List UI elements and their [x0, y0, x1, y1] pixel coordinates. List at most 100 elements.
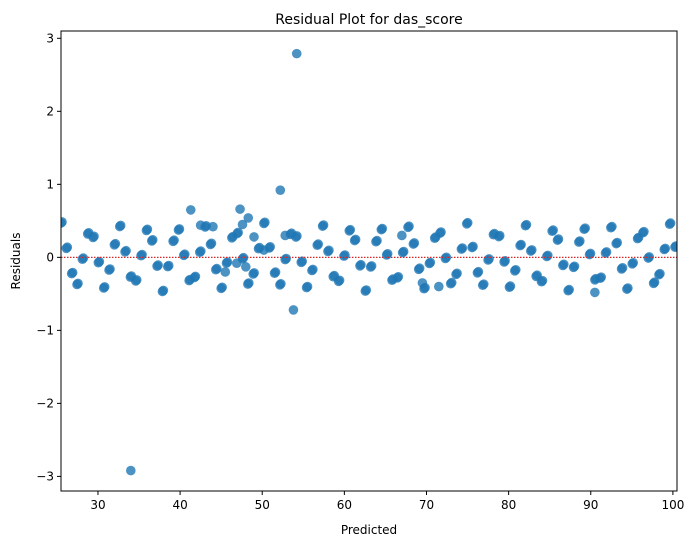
residual-point — [334, 275, 345, 286]
x-tick-label: 40 — [172, 498, 187, 512]
x-tick-label: 30 — [90, 498, 105, 512]
residual-point — [345, 224, 356, 235]
residual-point — [590, 287, 600, 298]
residual-point — [270, 267, 281, 277]
residual-point — [628, 257, 639, 268]
residual-point — [494, 230, 505, 241]
residual-point — [235, 204, 245, 214]
x-tick-label: 50 — [255, 498, 270, 512]
residual-point — [366, 261, 377, 271]
residual-point — [153, 260, 163, 270]
residual-point — [585, 248, 596, 259]
y-tick-label: −1 — [36, 323, 54, 337]
residual-point — [275, 185, 286, 195]
residual-point — [190, 271, 201, 282]
residual-point — [220, 267, 231, 277]
residual-point — [521, 219, 532, 230]
residual-point — [249, 232, 259, 242]
residual-point — [61, 217, 67, 227]
residual-point — [382, 249, 393, 259]
residual-point — [559, 259, 569, 270]
residual-point — [238, 252, 249, 263]
residual-point — [596, 272, 606, 282]
residual-point — [313, 239, 324, 249]
residual-point — [452, 268, 462, 279]
residual-point — [179, 249, 190, 260]
x-tick-label: 90 — [583, 498, 598, 512]
residual-point — [73, 278, 83, 289]
residual-point — [126, 465, 136, 476]
residual-point — [185, 205, 196, 215]
residual-point — [206, 238, 217, 249]
data-points — [61, 48, 677, 476]
x-tick-label: 100 — [661, 498, 684, 512]
residual-point — [212, 263, 222, 274]
residual-point — [425, 257, 436, 268]
residual-point — [169, 235, 179, 246]
residual-point — [281, 253, 292, 264]
residual-point — [195, 220, 206, 231]
residual-point — [417, 278, 428, 288]
residual-point — [434, 281, 444, 292]
residual-point — [115, 220, 126, 231]
chart-title: Residual Plot for das_score — [275, 12, 463, 28]
residual-point — [62, 242, 73, 253]
residual-point — [222, 257, 233, 267]
residual-point — [231, 258, 242, 268]
residual-point — [553, 234, 564, 244]
residual-point — [276, 278, 286, 289]
x-tick-label: 70 — [419, 498, 434, 512]
residual-point — [158, 285, 169, 296]
y-tick-label: 2 — [46, 104, 54, 118]
residual-point — [350, 234, 361, 245]
residual-point — [537, 275, 548, 286]
residual-point — [372, 235, 382, 246]
x-axis-label: Predicted — [341, 523, 397, 537]
residual-point — [244, 278, 254, 288]
residual-point — [617, 263, 628, 273]
residual-point — [318, 220, 329, 230]
residual-point — [526, 245, 537, 255]
residual-point — [414, 263, 425, 274]
residual-point — [67, 267, 78, 278]
residual-point — [655, 268, 665, 279]
y-axis-label: Residuals — [9, 233, 23, 290]
residual-point — [607, 221, 617, 232]
residual-point — [665, 218, 676, 228]
residual-point — [446, 277, 457, 288]
residual-point — [237, 219, 248, 230]
residual-point — [404, 221, 414, 232]
y-tick-label: −3 — [36, 469, 54, 483]
residual-point — [548, 225, 558, 235]
residual-point — [569, 261, 580, 272]
residual-point — [131, 275, 142, 285]
y-tick-label: −2 — [36, 396, 54, 410]
residual-point — [510, 264, 521, 275]
y-tick-label: 0 — [46, 250, 54, 264]
residual-point — [500, 256, 510, 266]
x-tick-label: 80 — [501, 498, 516, 512]
residual-point — [398, 246, 409, 257]
residual-point — [147, 235, 158, 245]
residual-point — [505, 281, 516, 291]
y-tick-label: 3 — [46, 31, 54, 45]
residual-point — [259, 245, 269, 255]
y-tick-label: 1 — [46, 177, 54, 191]
residual-point — [649, 277, 660, 288]
residual-point — [89, 231, 99, 242]
residual-point — [473, 266, 484, 277]
residual-point — [291, 48, 302, 59]
residual-point — [260, 217, 270, 228]
residual-point — [99, 282, 110, 292]
residual-point — [409, 238, 420, 248]
residual-point — [397, 230, 407, 241]
residual-point — [462, 217, 473, 228]
residual-point — [174, 224, 185, 234]
residual-point — [639, 226, 649, 237]
residual-point — [623, 283, 633, 293]
residual-point — [660, 243, 671, 254]
residual-point — [142, 224, 153, 235]
residual-point — [233, 227, 243, 238]
residual-point — [516, 239, 526, 250]
